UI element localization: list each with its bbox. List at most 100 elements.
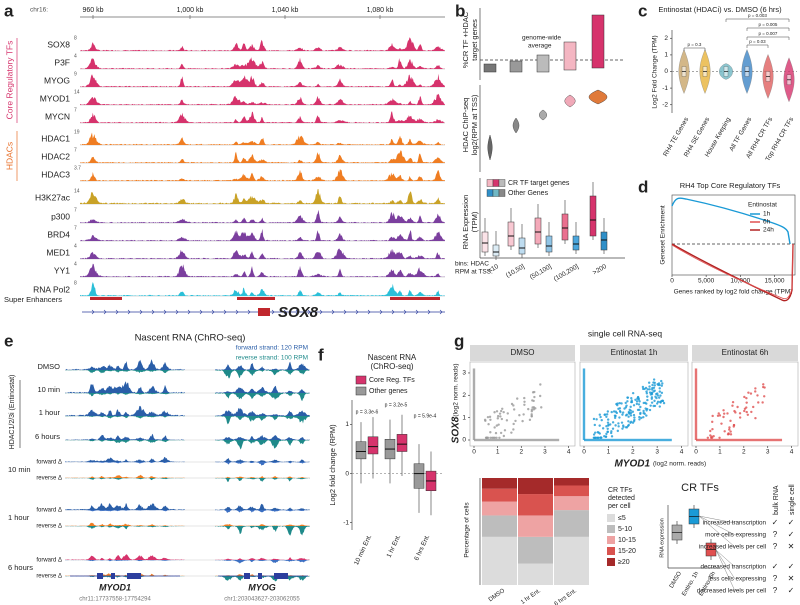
connector [715,549,736,580]
cell-point [624,414,628,417]
connector [715,549,736,568]
cell-point [624,401,627,405]
signal-track [80,150,445,163]
legend-label: Other genes [369,388,408,395]
cell-point [632,413,636,417]
row-label: decreased transcription [701,564,767,571]
cell-point [538,394,542,398]
cell-point [722,409,725,412]
track-scale: 8 [74,35,77,41]
cell-point [652,404,655,408]
cell-point [650,401,654,404]
legend-label: ≥20 [618,559,630,566]
cell-point [625,404,628,407]
cell-point [606,427,609,430]
cell-point [736,405,739,409]
track-name: MED1 [46,247,70,257]
stack-segment [554,510,589,537]
x-tick-label: 2 [742,449,746,456]
cell-point [606,421,610,424]
check-mark: ✓ [772,518,779,527]
signal-track [80,263,445,277]
category-label: 10 min Ent. [353,533,373,566]
cell-point [611,421,615,424]
signal-track [215,462,310,466]
p-value: p = 0.007 [759,31,778,36]
percent-bar [591,14,605,69]
track-name: DMSO [38,362,61,371]
track-scale: 7 [74,207,77,213]
facet-strip [470,345,575,361]
cell-point [503,429,507,432]
group-label: HDACs [4,142,14,170]
legend-title: detected [608,495,635,502]
cell-point [627,420,630,423]
x-tick-label: 0 [694,449,698,456]
axis-title: RNA Expression [461,195,470,250]
signal-track [65,554,185,560]
signal-track [65,560,185,562]
track-name: p300 [51,211,70,221]
box [507,221,515,247]
strand-arrow [427,309,431,315]
panel-letter: b [455,1,465,20]
p-value: p = 3.2e-5 [385,402,408,408]
box [413,463,425,489]
y-tick-label: 1 [462,414,466,421]
legend-swatch [607,536,615,544]
cell-point [756,394,759,397]
box [572,235,580,251]
gene-exon [244,573,250,579]
cell-point [642,409,645,413]
cell-point [750,410,753,414]
label: chr16: [30,7,48,14]
strand-arrow [379,309,383,315]
signal-track [65,405,185,416]
legend-swatch [607,525,615,533]
category-label: 1 hr Ent. [520,588,542,605]
stack-segment [482,501,517,516]
box [481,231,489,253]
cell-point [484,436,488,439]
cell-point [729,430,732,433]
track-scale: 4 [74,53,77,59]
cell-point [640,416,643,420]
y-tick-label: 0 [345,470,349,477]
cell-point [658,390,661,393]
gene-label: MYOD1 [99,582,131,592]
panel-letter: g [454,331,464,350]
signal-track [65,522,185,526]
cell-point [747,391,750,394]
signal-track [65,370,185,374]
track-scale: 4 [74,261,77,267]
cell-point [498,436,501,439]
facet-title: DMSO [511,348,535,357]
track-name: MYOG [44,75,70,85]
track-name: H3K27ac [35,192,71,202]
x-tick-label: 5,000 [698,278,715,285]
legend-title: CR TFs [608,487,632,494]
connector [698,515,736,536]
x-tick-label: 0 [582,449,586,456]
cell-point [656,394,660,397]
category-label: DMSO [488,588,506,603]
x-tick-label: 4 [567,449,571,456]
cell-point [629,421,632,424]
cell-point [754,390,757,393]
box [534,217,542,245]
cell-point [656,392,659,395]
signal-track [65,462,185,464]
cell-point [659,394,662,397]
axis-title: Log2 Fold Change (TPM) [652,35,659,108]
enrichment-curve [671,243,794,300]
box [561,213,569,241]
strand-arrow [175,309,179,315]
cell-point [592,417,596,421]
cell-point [633,416,636,419]
cell-point [630,397,633,400]
p-value: p = 0.005 [759,22,778,27]
signal-track [65,503,185,510]
cell-point [643,387,646,391]
cell-point [726,412,729,415]
signal-track [80,282,445,296]
